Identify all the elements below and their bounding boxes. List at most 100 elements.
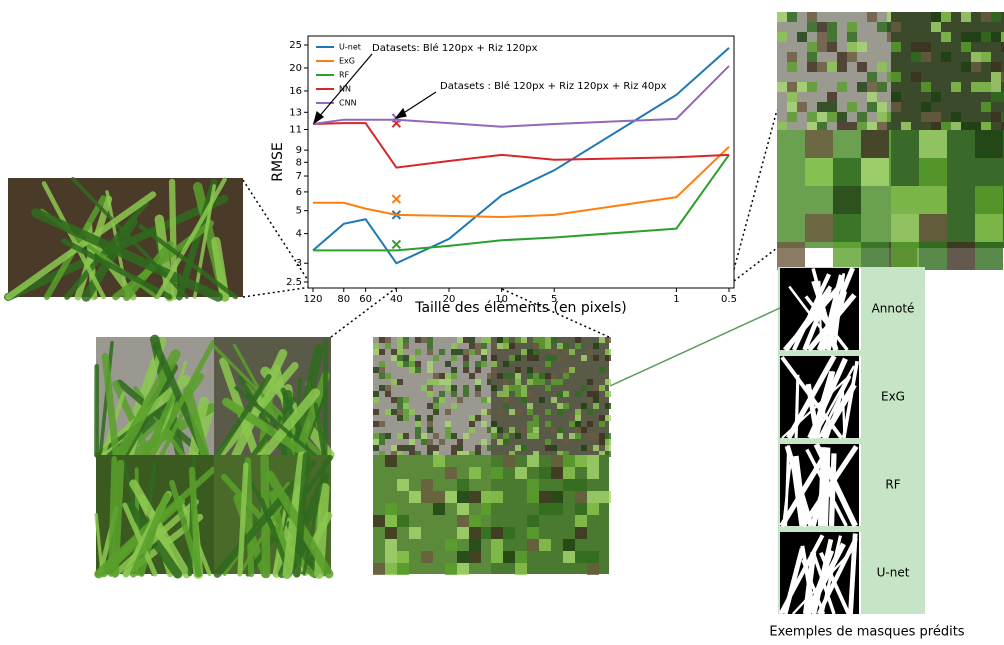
pixel bbox=[575, 415, 581, 421]
pixel bbox=[427, 391, 433, 397]
pixel bbox=[533, 427, 539, 433]
pixel bbox=[587, 503, 599, 515]
pixel bbox=[533, 343, 539, 349]
pixel bbox=[575, 503, 587, 515]
pixel bbox=[581, 445, 587, 451]
pixel bbox=[587, 491, 599, 503]
pixel bbox=[397, 445, 403, 451]
pixel bbox=[409, 355, 415, 361]
pixel bbox=[373, 397, 379, 403]
pixel bbox=[457, 563, 469, 575]
y-tick-label: 7 bbox=[296, 171, 302, 182]
pixel bbox=[877, 102, 887, 112]
pixel bbox=[403, 337, 409, 343]
pixel bbox=[605, 439, 611, 445]
pixel bbox=[385, 385, 391, 391]
pixel bbox=[787, 82, 797, 92]
y-tick-label: 5 bbox=[296, 206, 302, 217]
leaf bbox=[325, 341, 326, 455]
pixel bbox=[921, 42, 931, 52]
pixel bbox=[971, 82, 981, 92]
pixel bbox=[857, 82, 867, 92]
pixel bbox=[491, 539, 503, 551]
pixel bbox=[847, 52, 857, 62]
pixel bbox=[373, 515, 385, 527]
pixel bbox=[403, 355, 409, 361]
pixel bbox=[497, 439, 503, 445]
pixel bbox=[563, 439, 569, 445]
pixel bbox=[921, 52, 931, 62]
pixel bbox=[451, 385, 457, 391]
pixel bbox=[877, 112, 887, 122]
pixel bbox=[599, 385, 605, 391]
pixel bbox=[527, 515, 539, 527]
pixel bbox=[593, 343, 599, 349]
pixel bbox=[947, 242, 975, 270]
pixel bbox=[557, 403, 563, 409]
pixel bbox=[515, 467, 527, 479]
y-tick-label: 3 bbox=[296, 258, 302, 269]
pixel bbox=[385, 515, 397, 527]
pixel bbox=[439, 391, 445, 397]
pixel bbox=[551, 503, 563, 515]
pixel bbox=[403, 361, 409, 367]
annotation: Datasets : Blé 120px + Riz 120px + Riz 4… bbox=[440, 80, 667, 92]
pixel bbox=[515, 367, 521, 373]
pixel bbox=[971, 62, 981, 72]
mask-edge bbox=[859, 268, 861, 350]
pixel bbox=[605, 337, 611, 343]
pixel bbox=[503, 527, 515, 539]
pixel bbox=[857, 42, 867, 52]
pixel bbox=[575, 515, 587, 527]
pixel bbox=[421, 551, 433, 563]
pixel bbox=[469, 491, 481, 503]
pixel bbox=[397, 551, 409, 563]
pixel bbox=[475, 385, 481, 391]
pixel bbox=[575, 491, 587, 503]
pixel bbox=[521, 337, 527, 343]
pixel bbox=[527, 349, 533, 355]
pixel bbox=[391, 349, 397, 355]
pixel bbox=[551, 355, 557, 361]
pixel bbox=[445, 379, 451, 385]
pixel bbox=[509, 409, 515, 415]
pixel bbox=[445, 563, 457, 575]
pixel bbox=[787, 12, 797, 22]
pixel bbox=[797, 32, 807, 42]
pixel bbox=[587, 409, 593, 415]
pixel bbox=[481, 355, 487, 361]
pixel bbox=[827, 22, 837, 32]
y-tick-label: 11 bbox=[289, 125, 302, 136]
pixel bbox=[385, 551, 397, 563]
pixel bbox=[587, 421, 593, 427]
pixel bbox=[469, 349, 475, 355]
pixel bbox=[847, 102, 857, 112]
pixel bbox=[599, 491, 611, 503]
pixel bbox=[599, 367, 605, 373]
pixel bbox=[379, 349, 385, 355]
pixel bbox=[919, 158, 947, 186]
pixel bbox=[475, 445, 481, 451]
pixel bbox=[409, 491, 421, 503]
pixel bbox=[503, 373, 509, 379]
pixel bbox=[991, 62, 1001, 72]
pixel bbox=[515, 391, 521, 397]
pixel bbox=[587, 445, 593, 451]
pixel bbox=[415, 349, 421, 355]
pixel bbox=[551, 445, 557, 451]
pixel bbox=[581, 403, 587, 409]
pixel bbox=[463, 355, 469, 361]
x-axis-label: Taille des éléments (en pixels) bbox=[414, 300, 627, 316]
pixel bbox=[593, 445, 599, 451]
pixel bbox=[445, 385, 451, 391]
pixel bbox=[509, 343, 515, 349]
pixel bbox=[445, 361, 451, 367]
pixel bbox=[891, 102, 901, 112]
pixel bbox=[403, 397, 409, 403]
pixel bbox=[867, 72, 877, 82]
pixel bbox=[777, 242, 805, 270]
pixel bbox=[557, 433, 563, 439]
pixel bbox=[587, 467, 599, 479]
pixel bbox=[563, 373, 569, 379]
pixel bbox=[981, 102, 991, 112]
